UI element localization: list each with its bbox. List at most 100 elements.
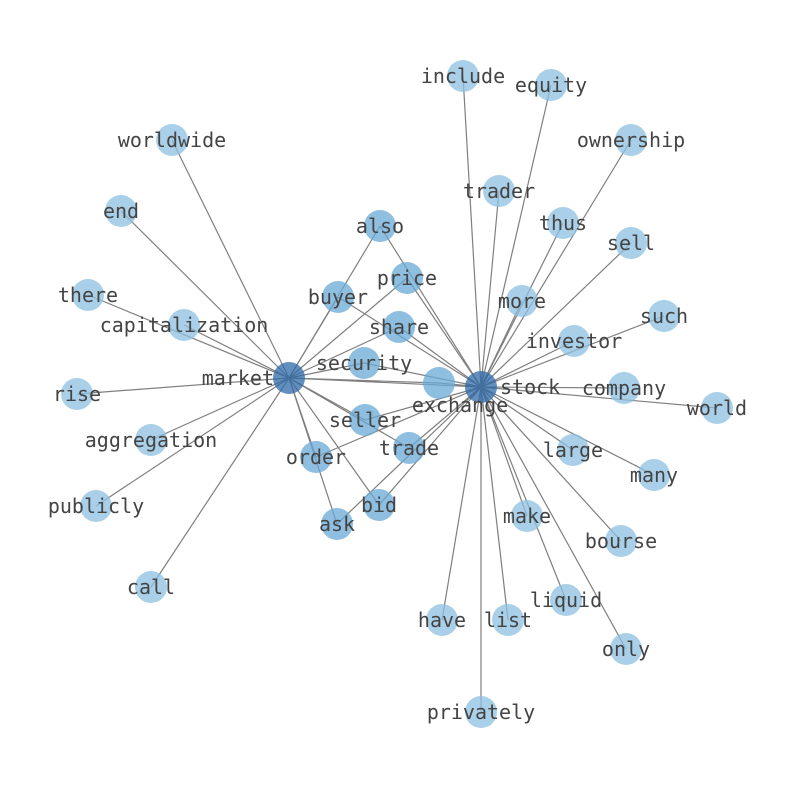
node-company[interactable] (608, 372, 640, 404)
edge-market-end (120, 210, 290, 379)
edge-market-worldwide (171, 139, 290, 379)
edge-stock-list (480, 386, 509, 621)
node-world[interactable] (701, 392, 733, 424)
edge-stock-large (480, 386, 574, 451)
node-security[interactable] (348, 347, 380, 379)
edge-stock-bourse (480, 386, 622, 542)
node-label-also: also (356, 214, 404, 238)
node-there[interactable] (72, 279, 104, 311)
edge-stock-seller (364, 386, 482, 421)
node-include[interactable] (447, 60, 479, 92)
edge-stock-only (480, 386, 627, 650)
node-more[interactable] (506, 285, 538, 317)
node-label-large: large (543, 438, 603, 462)
node-rise[interactable] (61, 378, 93, 410)
node-label-rise: rise (53, 382, 101, 406)
node-label-only: only (602, 637, 650, 661)
edge-stock-investor (480, 340, 575, 388)
edge-stock-company (480, 386, 625, 389)
node-bourse[interactable] (605, 525, 637, 557)
node-price[interactable] (391, 262, 423, 294)
node-label-thus: thus (539, 211, 587, 235)
node-label-there: there (58, 283, 118, 307)
edge-stock-have (441, 386, 482, 621)
node-label-end: end (103, 199, 139, 223)
node-ask[interactable] (321, 508, 353, 540)
node-label-call: call (127, 575, 175, 599)
node-list[interactable] (492, 604, 524, 636)
node-label-exchange: exchange (412, 393, 508, 417)
node-many[interactable] (638, 459, 670, 491)
node-label-ask: ask (319, 512, 355, 536)
node-have[interactable] (426, 604, 458, 636)
node-publicly[interactable] (80, 490, 112, 522)
edge-market-price (288, 277, 408, 379)
node-label-have: have (418, 608, 466, 632)
node-label-seller: seller (329, 408, 401, 432)
edge-market-aggregation (150, 377, 290, 441)
node-label-share: share (369, 315, 429, 339)
node-only[interactable] (610, 633, 642, 665)
node-thus[interactable] (547, 207, 579, 239)
edge-stock-bid (378, 386, 482, 506)
edge-market-trade (288, 377, 410, 449)
node-label-worldwide: worldwide (118, 128, 226, 152)
node-liquid[interactable] (550, 584, 582, 616)
node-label-aggregation: aggregation (85, 428, 217, 452)
node-worldwide[interactable] (156, 124, 188, 156)
node-label-such: such (640, 304, 688, 328)
node-label-many: many (630, 463, 678, 487)
edge-stock-make (480, 386, 528, 517)
node-exchange[interactable] (423, 367, 455, 399)
edge-market-bid (288, 377, 380, 506)
edge-stock-trader (480, 190, 500, 388)
node-label-price: price (377, 266, 437, 290)
node-label-stock: stock (500, 375, 560, 399)
node-label-company: company (582, 376, 666, 400)
edge-stock-liquid (480, 386, 567, 601)
edge-market-call (150, 377, 290, 588)
edge-stock-share (398, 326, 482, 388)
node-seller[interactable] (349, 404, 381, 436)
node-label-investor: investor (526, 329, 622, 353)
node-call[interactable] (135, 571, 167, 603)
node-privately[interactable] (465, 696, 497, 728)
node-market[interactable] (273, 362, 305, 394)
node-investor[interactable] (558, 325, 590, 357)
edge-stock-equity (480, 84, 552, 388)
node-also[interactable] (364, 210, 396, 242)
edge-market-exchange (288, 377, 440, 384)
node-such[interactable] (648, 300, 680, 332)
node-share[interactable] (383, 311, 415, 343)
edge-stock-price (406, 277, 482, 388)
node-sell[interactable] (615, 227, 647, 259)
edge-stock-sell (480, 242, 632, 388)
node-end[interactable] (105, 195, 137, 227)
edge-stock-buyer (337, 296, 482, 388)
node-label-bid: bid (361, 493, 397, 517)
node-label-more: more (498, 289, 546, 313)
node-trade[interactable] (393, 432, 425, 464)
edge-market-share (288, 326, 400, 379)
node-label-trader: trader (463, 179, 535, 203)
edge-market-rise (76, 377, 290, 395)
edge-stock-order (315, 386, 482, 458)
edge-stock-include (462, 75, 482, 388)
node-label-sell: sell (607, 231, 655, 255)
node-ownership[interactable] (615, 124, 647, 156)
node-make[interactable] (511, 500, 543, 532)
node-buyer[interactable] (322, 281, 354, 313)
node-large[interactable] (557, 434, 589, 466)
node-capitalization[interactable] (168, 309, 200, 341)
node-order[interactable] (300, 441, 332, 473)
node-label-list: list (484, 608, 532, 632)
node-label-market: market (202, 366, 274, 390)
node-trader[interactable] (483, 175, 515, 207)
node-equity[interactable] (535, 69, 567, 101)
node-aggregation[interactable] (135, 424, 167, 456)
node-bid[interactable] (363, 489, 395, 521)
edge-market-publicly (95, 377, 290, 507)
node-stock[interactable] (465, 371, 497, 403)
